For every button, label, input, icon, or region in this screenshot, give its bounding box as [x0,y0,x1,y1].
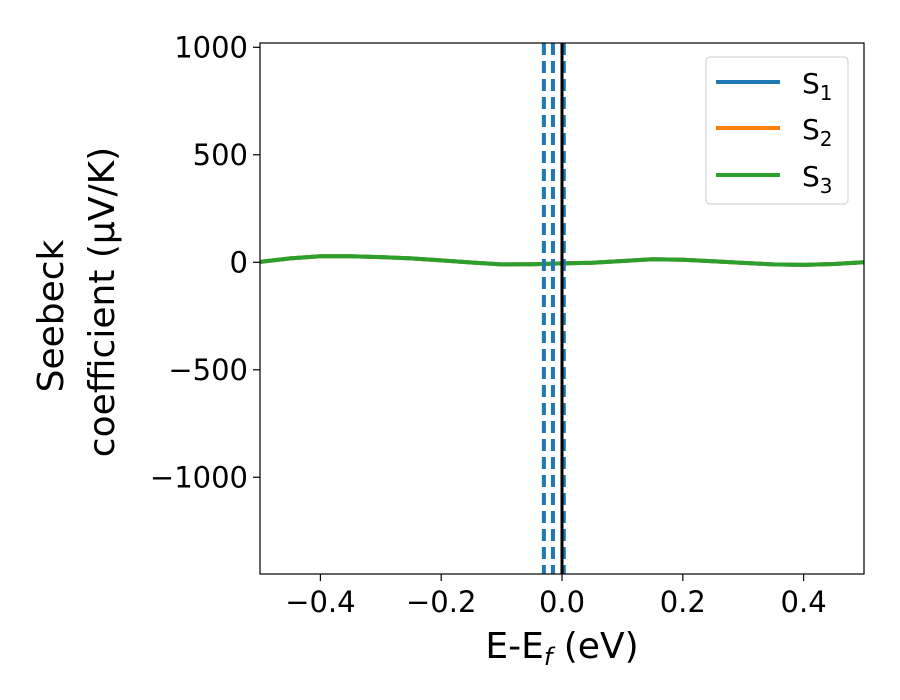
legend-box [705,56,849,205]
plot-area [260,43,864,574]
y-axis-label-line-2: coefficient (μV/K) [82,147,123,457]
axis-ticks: −0.4 −0.2 0.0 0.2 0.4 −1000 −500 0 500 1000 [150,30,827,619]
x-tick-label: −0.4 [285,585,355,619]
y-tick-label: 500 [193,138,248,172]
y-tick-label: 1000 [174,30,248,64]
x-axis-label: E-Ef (eV) [485,626,638,671]
x-tick-label: 0.2 [660,585,706,619]
legend-label-s2: S2 [802,113,833,151]
y-axis-label-line-1: Seebeck [31,239,72,392]
y-tick-label: 0 [230,245,248,279]
legend-label-s3: S3 [802,160,833,198]
y-tick-label: −1000 [150,460,248,494]
y-tick-label: −500 [168,353,248,387]
x-tick-label: −0.2 [406,585,476,619]
x-tick-label: 0.0 [539,585,585,619]
legend: S1 S2 S3 [705,56,849,205]
legend-label-s1: S1 [802,67,833,105]
x-tick-label: 0.4 [781,585,827,619]
